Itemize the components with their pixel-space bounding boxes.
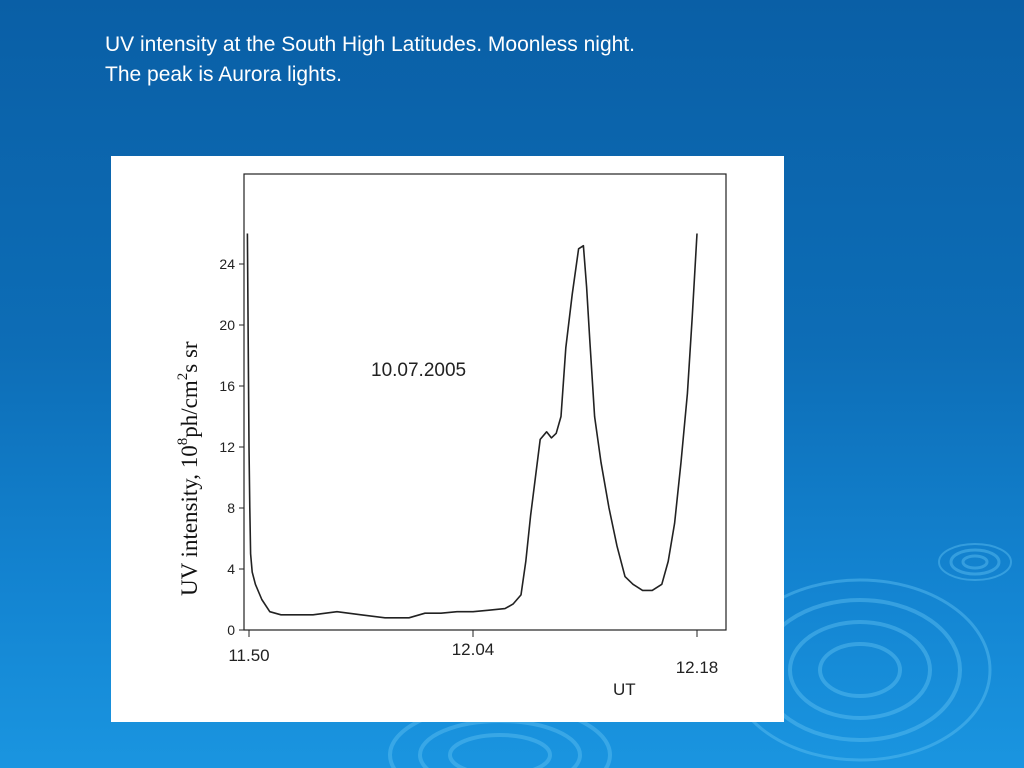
y-axis-label-unit: ph/cm xyxy=(177,380,202,438)
y-axis-ticks: 0 4 8 12 16 20 24 xyxy=(219,256,244,638)
chart-panel: 0 4 8 12 16 20 24 11.50 12.04 12.18 10.07.2005 U… xyxy=(111,156,784,722)
slide-title-line-2: The peak is Aurora lights. xyxy=(105,63,342,86)
y-tick-label: 12 xyxy=(219,439,235,455)
y-axis-label-unit-sup: 2 xyxy=(175,373,191,381)
y-tick-label: 4 xyxy=(227,561,235,577)
y-tick-label: 24 xyxy=(219,256,235,272)
y-tick-label: 0 xyxy=(227,622,235,638)
date-annotation: 10.07.2005 xyxy=(371,360,466,381)
y-axis-label-prefix: UV intensity, 10 xyxy=(177,445,202,596)
plot-frame xyxy=(243,173,727,631)
y-tick-label: 8 xyxy=(227,500,235,516)
x-axis-label: UT xyxy=(613,680,636,699)
svg-text:UV intensity, 108ph/cm2s sr: UV intensity, 108ph/cm2s sr xyxy=(175,341,202,596)
x-tick-label: 11.50 xyxy=(228,646,269,665)
y-tick-label: 16 xyxy=(219,378,235,394)
y-axis-label-exponent: 8 xyxy=(175,438,191,446)
uv-intensity-chart: 0 4 8 12 16 20 24 11.50 12.04 12.18 10.07.2005 U… xyxy=(175,173,727,699)
slide-title-line-1: UV intensity at the South High Latitudes… xyxy=(105,33,635,56)
y-axis-label-suffix: s sr xyxy=(177,341,202,373)
x-tick-label: 12.04 xyxy=(452,640,495,659)
x-tick-label: 12.18 xyxy=(676,658,719,677)
y-tick-label: 20 xyxy=(219,317,235,333)
x-axis-ticks: 11.50 12.04 12.18 xyxy=(228,630,718,677)
y-axis-label: UV intensity, 108ph/cm2s sr xyxy=(175,341,202,596)
slide-title: UV intensity at the South High Latitudes… xyxy=(105,30,825,90)
uv-intensity-line xyxy=(246,233,698,619)
